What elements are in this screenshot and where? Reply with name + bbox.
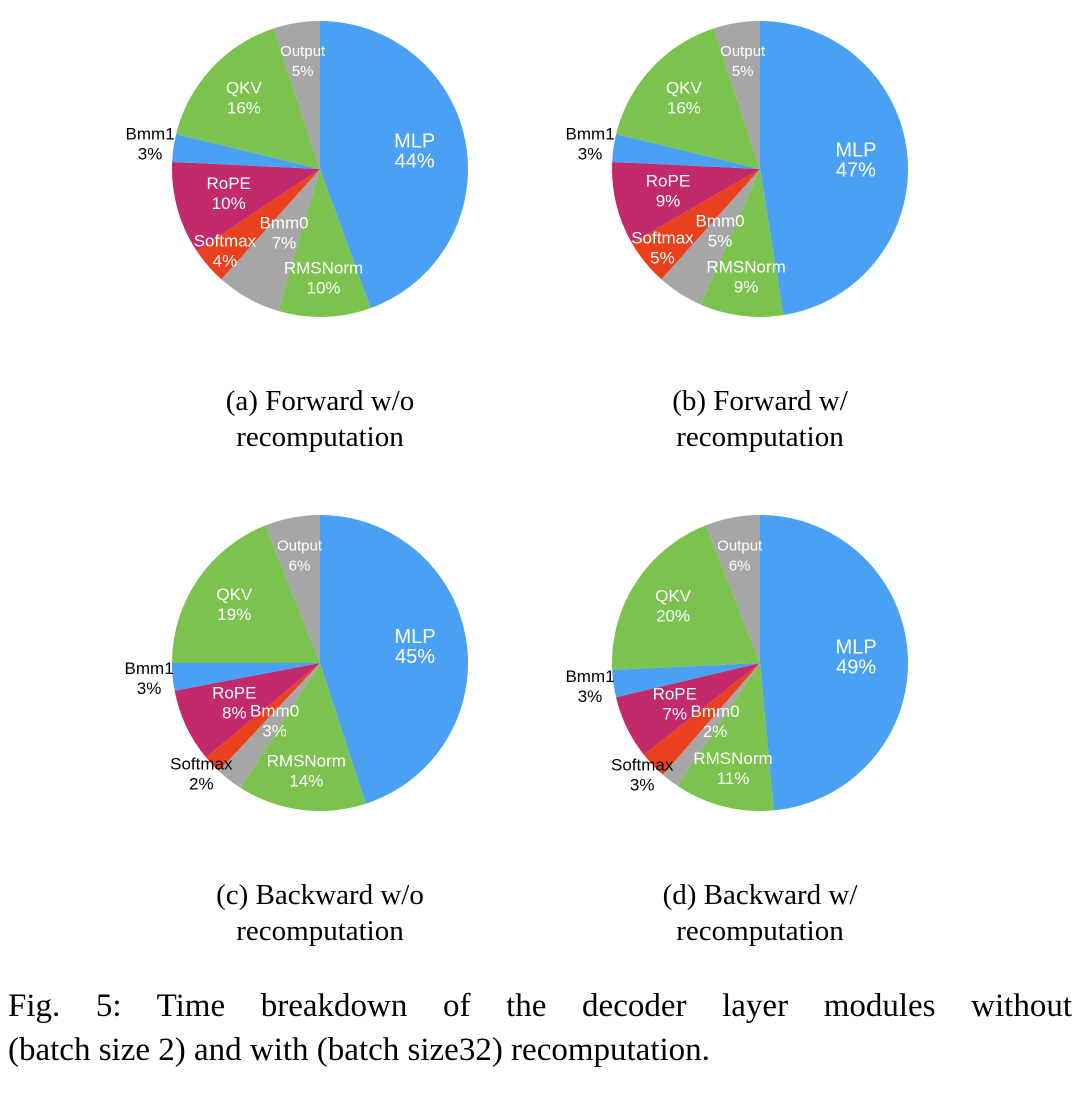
- chart-c-cell: MLP 45% RMSNorm 14% Bmm0 3% Softmax 2% RoPE 8% Bmm…: [105, 500, 535, 950]
- caption-d-line2: recomputation: [676, 914, 844, 947]
- pie-d-slice-softmax: [643, 662, 760, 775]
- caption-b-line1: (b) Forward w/: [672, 385, 848, 417]
- pie-d-label-output: Output 6%: [717, 537, 763, 574]
- caption-c-line1: (c) Backward w/o: [216, 878, 424, 911]
- caption-b-line2: recomputation: [676, 420, 844, 453]
- pie-c-slice-softmax: [205, 662, 320, 771]
- pie-c-slice-bmm1: [172, 662, 320, 691]
- pie-a-slice-softmax: [196, 169, 320, 280]
- caption-b: (b) Forward w/ recomputation: [672, 384, 848, 456]
- pie-c-slice-output: [265, 514, 320, 663]
- pie-d-slice-qkv: [611, 525, 760, 670]
- caption-c: (c) Backward w/o recomputation: [216, 878, 424, 950]
- pie-c-label-mlp: MLP 45%: [394, 626, 435, 668]
- pie-row-forward: MLP 44% RMSNorm 10% Bmm0 7% Softmax 4% RoPE 10% Bm…: [0, 6, 1080, 456]
- pie-b-label-bmm0: Bmm0 5%: [695, 211, 744, 250]
- pie-c-label-output: Output 6%: [277, 537, 323, 574]
- caption-d-line1: (d) Backward w/: [662, 878, 858, 911]
- pie-a-label-rope: RoPE 10%: [206, 174, 250, 213]
- pie-c-slice-bmm0: [218, 662, 320, 788]
- pie-d-label-mlp: MLP 49%: [836, 636, 877, 678]
- pie-a-label-rmsnorm: RMSNorm 10%: [284, 259, 363, 298]
- pie-b-label-output: Output 5%: [720, 43, 766, 80]
- caption-a: (a) Forward w/o recomputation: [226, 384, 414, 456]
- pie-a-label-bmm1: Bmm1 3%: [126, 125, 175, 164]
- pie-a-label-output: Output 5%: [280, 43, 326, 80]
- pie-c-label-rmsnorm: RMSNorm 14%: [267, 752, 346, 791]
- caption-d: (d) Backward w/ recomputation: [663, 878, 858, 950]
- pie-chart-forward-w-recomputation: MLP 47% RMSNorm 9% Bmm0 5%Softmax 5% RoPE 9% Bmm1…: [566, 21, 908, 317]
- pie-d-slice-output: [706, 514, 760, 663]
- pie-d-label-bmm0: Bmm0 2%: [690, 702, 739, 741]
- pie-c-label-softmax: Softmax 2%: [170, 754, 233, 793]
- pie-a-slice-mlp: [320, 21, 468, 309]
- pie-d-label-softmax: Softmax 3%: [611, 755, 674, 794]
- pie-chart-backward-w-recomputation: MLP 49% RMSNorm 11% Bmm0 2% Softmax 3% RoPE 7% Bmm…: [565, 514, 909, 811]
- pie-c-label-qkv: QKV 19%: [216, 585, 253, 624]
- pie-c-slice-mlp: [320, 514, 469, 804]
- chart-a-cell: MLP 44% RMSNorm 10% Bmm0 7% Softmax 4% RoPE 10% Bm…: [105, 6, 535, 456]
- pie-d-slice-bmm0: [662, 662, 760, 786]
- pie-b-label-softmax: Softmax 5%: [631, 228, 694, 267]
- pie-b-slice-bmm0: [661, 169, 760, 305]
- pie-b-slice-bmm1: [612, 134, 760, 169]
- figure-caption-line1: Fig. 5: Time breakdown of the decoder la…: [8, 987, 1072, 1024]
- pie-b-label-qkv: QKV 16%: [666, 79, 703, 118]
- pie-a-slice-qkv: [176, 28, 320, 169]
- pie-d-label-rope: RoPE 7%: [653, 684, 697, 723]
- pie-c-label-bmm1: Bmm1 3%: [125, 659, 174, 698]
- pie-chart-forward-wo-recomputation: MLP 44% RMSNorm 10% Bmm0 7%Softmax 4% RoPE 10% Bm…: [126, 21, 468, 317]
- caption-a-line1: (a) Forward w/o: [225, 385, 415, 417]
- pie-c-label-bmm0: Bmm0 3%: [250, 701, 299, 740]
- pie-d-slice-rope: [616, 662, 760, 755]
- pie-row-backward: MLP 45% RMSNorm 14% Bmm0 3% Softmax 2% RoPE 8% Bmm…: [0, 500, 1080, 950]
- chart-d-cell: MLP 49% RMSNorm 11% Bmm0 2% Softmax 3% RoPE 7% Bmm…: [545, 500, 975, 950]
- pie-c-slice-qkv: [172, 525, 320, 663]
- pie-a-label-qkv: QKV 16%: [226, 79, 263, 118]
- figure-caption-line2: (batch size 2) and with (batch size32) r…: [8, 1032, 710, 1069]
- pie-c-slice-rope: [174, 662, 320, 758]
- pie-a-slice-rope: [172, 161, 320, 251]
- pie-b-slice-mlp: [760, 21, 908, 316]
- pie-a-label-softmax: Softmax 4%: [194, 231, 257, 270]
- pie-b-label-bmm1: Bmm1 3%: [566, 125, 615, 164]
- pie-a-slice-bmm0: [221, 169, 320, 311]
- chart-b-cell: MLP 47% RMSNorm 9% Bmm0 5% Softmax 5% RoPE 9% Bmm1…: [545, 6, 975, 456]
- caption-c-line2: recomputation: [236, 914, 404, 947]
- pie-b-slice-output: [713, 21, 760, 169]
- pie-d-slice-bmm1: [612, 662, 760, 698]
- pie-a-label-mlp: MLP 44%: [394, 130, 435, 172]
- figure-caption: Fig. 5: Time breakdown of the decoder la…: [8, 984, 1072, 1072]
- pie-a-label-bmm0: Bmm0 7%: [259, 214, 308, 253]
- pie-a-slice-bmm1: [172, 134, 320, 169]
- pie-d-label-bmm1: Bmm1 3%: [565, 667, 614, 706]
- pie-a-slice-output: [273, 21, 320, 169]
- pie-a-slice-rmsnorm: [278, 169, 371, 317]
- pie-b-slice-rmsnorm: [700, 169, 784, 317]
- pie-b-label-rmsnorm: RMSNorm 9%: [706, 258, 785, 297]
- pie-d-label-rmsnorm: RMSNorm 11%: [693, 749, 772, 788]
- pie-b-label-rope: RoPE 9%: [646, 171, 690, 210]
- pie-b-slice-softmax: [631, 169, 760, 280]
- pie-b-slice-rope: [612, 161, 760, 243]
- pie-c-slice-rmsnorm: [240, 662, 366, 811]
- pie-d-slice-rmsnorm: [677, 662, 774, 811]
- pie-chart-backward-wo-recomputation: MLP 45% RMSNorm 14% Bmm0 3% Softmax 2% RoPE 8% Bmm…: [125, 514, 469, 811]
- pie-b-label-mlp: MLP 47%: [835, 139, 876, 181]
- pie-c-label-rope: RoPE 8%: [212, 683, 256, 722]
- pie-b-slice-qkv: [616, 28, 760, 169]
- pie-d-slice-mlp: [760, 514, 909, 811]
- caption-a-line2: recomputation: [236, 420, 404, 453]
- pie-d-label-qkv: QKV 20%: [655, 587, 692, 626]
